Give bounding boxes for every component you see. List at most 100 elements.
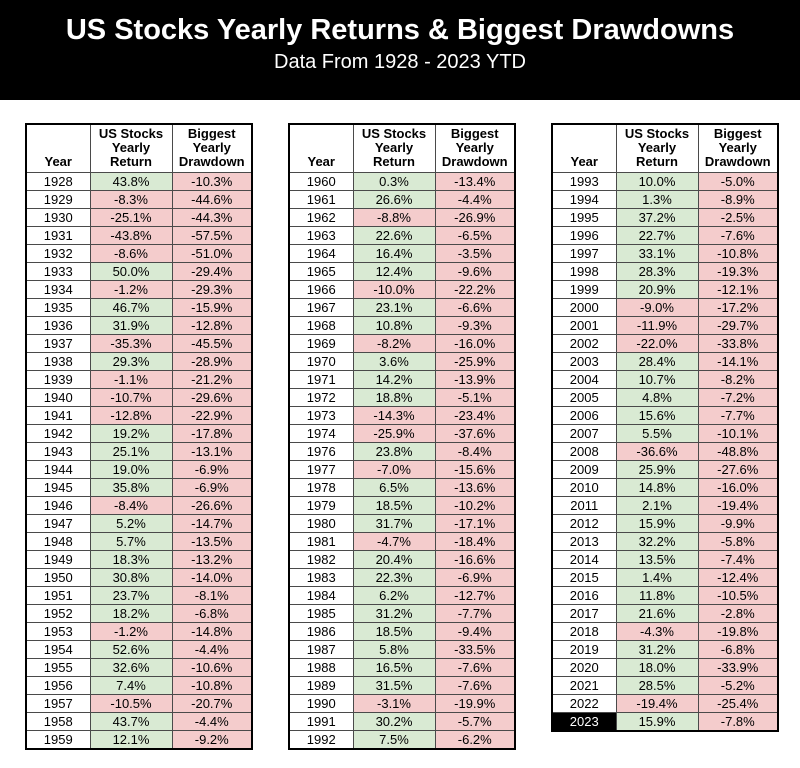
drawdown-cell: -19.3% <box>697 261 779 281</box>
drawdown-cell: -16.0% <box>697 477 779 497</box>
drawdown-cell: -17.8% <box>171 423 253 443</box>
return-cell: 5.2% <box>89 513 173 533</box>
return-cell: -8.6% <box>89 243 173 263</box>
data-row-1994: 1994 1.3% -8.9% <box>551 189 779 209</box>
drawdown-cell: -13.2% <box>171 549 253 569</box>
drawdown-cell: -28.9% <box>171 351 253 371</box>
return-cell: 1.3% <box>615 189 699 209</box>
return-cell: 23.1% <box>352 297 436 317</box>
data-row-2017: 2017 21.6% -2.8% <box>551 603 779 623</box>
drawdown-column-header: Biggest Yearly Drawdown <box>171 123 253 173</box>
year-cell: 2019 <box>551 639 617 659</box>
year-cell: 2000 <box>551 297 617 317</box>
year-cell: 1928 <box>25 171 91 191</box>
return-cell: 10.0% <box>615 171 699 191</box>
data-row-1939: 1939 -1.1% -21.2% <box>25 369 253 389</box>
year-cell: 2015 <box>551 567 617 587</box>
drawdown-cell: -7.4% <box>697 549 779 569</box>
year-cell: 2005 <box>551 387 617 407</box>
year-cell: 1959 <box>25 729 91 749</box>
year-cell: 1939 <box>25 369 91 389</box>
return-cell: 14.2% <box>352 369 436 389</box>
return-cell: 43.7% <box>89 711 173 731</box>
data-row-1944: 1944 19.0% -6.9% <box>25 459 253 479</box>
data-row-1988: 1988 16.5% -7.6% <box>288 657 516 677</box>
data-row-1957: 1957 -10.5% -20.7% <box>25 693 253 713</box>
data-row-2023: 2023 15.9% -7.8% <box>551 711 779 731</box>
drawdown-cell: -6.9% <box>171 477 253 497</box>
drawdown-cell: -4.4% <box>171 639 253 659</box>
data-row-1954: 1954 52.6% -4.4% <box>25 639 253 659</box>
year-cell: 1996 <box>551 225 617 245</box>
year-cell: 1930 <box>25 207 91 227</box>
drawdown-cell: -8.4% <box>434 441 516 461</box>
year-cell: 1983 <box>288 567 354 587</box>
return-cell: -22.0% <box>615 333 699 353</box>
data-row-2006: 2006 15.6% -7.7% <box>551 405 779 425</box>
drawdown-cell: -13.4% <box>434 171 516 191</box>
drawdown-cell: -10.8% <box>697 243 779 263</box>
year-cell: 1962 <box>288 207 354 227</box>
drawdown-cell: -14.7% <box>171 513 253 533</box>
data-row-1940: 1940 -10.7% -29.6% <box>25 387 253 407</box>
data-row-1933: 1933 50.0% -29.4% <box>25 261 253 281</box>
page-subtitle: Data From 1928 - 2023 YTD <box>274 51 526 73</box>
data-row-1965: 1965 12.4% -9.6% <box>288 261 516 281</box>
year-cell: 2014 <box>551 549 617 569</box>
data-row-2022: 2022 -19.4% -25.4% <box>551 693 779 713</box>
return-cell: 21.6% <box>615 603 699 623</box>
year-cell: 1956 <box>25 675 91 695</box>
data-row-1968: 1968 10.8% -9.3% <box>288 315 516 335</box>
drawdown-cell: -6.6% <box>434 297 516 317</box>
data-row-1980: 1980 31.7% -17.1% <box>288 513 516 533</box>
data-row-2015: 2015 1.4% -12.4% <box>551 567 779 587</box>
return-cell: 22.3% <box>352 567 436 587</box>
data-row-2008: 2008 -36.6% -48.8% <box>551 441 779 461</box>
year-cell: 1964 <box>288 243 354 263</box>
drawdown-cell: -27.6% <box>697 459 779 479</box>
return-cell: 18.8% <box>352 387 436 407</box>
year-cell: 2008 <box>551 441 617 461</box>
data-row-2011: 2011 2.1% -19.4% <box>551 495 779 515</box>
data-row-2004: 2004 10.7% -8.2% <box>551 369 779 389</box>
return-cell: 50.0% <box>89 261 173 281</box>
data-row-1986: 1986 18.5% -9.4% <box>288 621 516 641</box>
year-cell: 1999 <box>551 279 617 299</box>
data-row-2005: 2005 4.8% -7.2% <box>551 387 779 407</box>
return-cell: 32.6% <box>89 657 173 677</box>
return-cell: 18.0% <box>615 657 699 677</box>
drawdown-cell: -48.8% <box>697 441 779 461</box>
data-row-1967: 1967 23.1% -6.6% <box>288 297 516 317</box>
drawdown-cell: -4.4% <box>171 711 253 731</box>
header-row: Year US Stocks Yearly Return Biggest Yearl… <box>25 123 253 173</box>
data-row-1982: 1982 20.4% -16.6% <box>288 549 516 569</box>
data-row-1992: 1992 7.5% -6.2% <box>288 729 516 749</box>
data-row-1959: 1959 12.1% -9.2% <box>25 729 253 749</box>
data-row-1953: 1953 -1.2% -14.8% <box>25 621 253 641</box>
drawdown-cell: -16.0% <box>434 333 516 353</box>
drawdown-cell: -17.2% <box>697 297 779 317</box>
year-column-header: Year <box>25 123 91 173</box>
drawdown-cell: -7.6% <box>434 675 516 695</box>
return-cell: 1.4% <box>615 567 699 587</box>
return-cell: 11.8% <box>615 585 699 605</box>
drawdown-cell: -29.3% <box>171 279 253 299</box>
drawdown-cell: -19.4% <box>697 495 779 515</box>
drawdown-cell: -16.6% <box>434 549 516 569</box>
drawdown-cell: -10.8% <box>171 675 253 695</box>
year-cell: 2003 <box>551 351 617 371</box>
data-row-1960: 1960 0.3% -13.4% <box>288 171 516 191</box>
data-row-1947: 1947 5.2% -14.7% <box>25 513 253 533</box>
return-cell: 28.3% <box>615 261 699 281</box>
year-cell: 1972 <box>288 387 354 407</box>
return-cell: 4.8% <box>615 387 699 407</box>
year-cell: 2010 <box>551 477 617 497</box>
return-cell: -3.1% <box>352 693 436 713</box>
drawdown-cell: -10.1% <box>697 423 779 443</box>
returns-table-1993-2023: Year US Stocks Yearly Return Biggest Yearl… <box>551 123 779 732</box>
data-row-1938: 1938 29.3% -28.9% <box>25 351 253 371</box>
return-cell: -19.4% <box>615 693 699 713</box>
data-row-2021: 2021 28.5% -5.2% <box>551 675 779 695</box>
return-cell: 10.7% <box>615 369 699 389</box>
year-cell: 1941 <box>25 405 91 425</box>
